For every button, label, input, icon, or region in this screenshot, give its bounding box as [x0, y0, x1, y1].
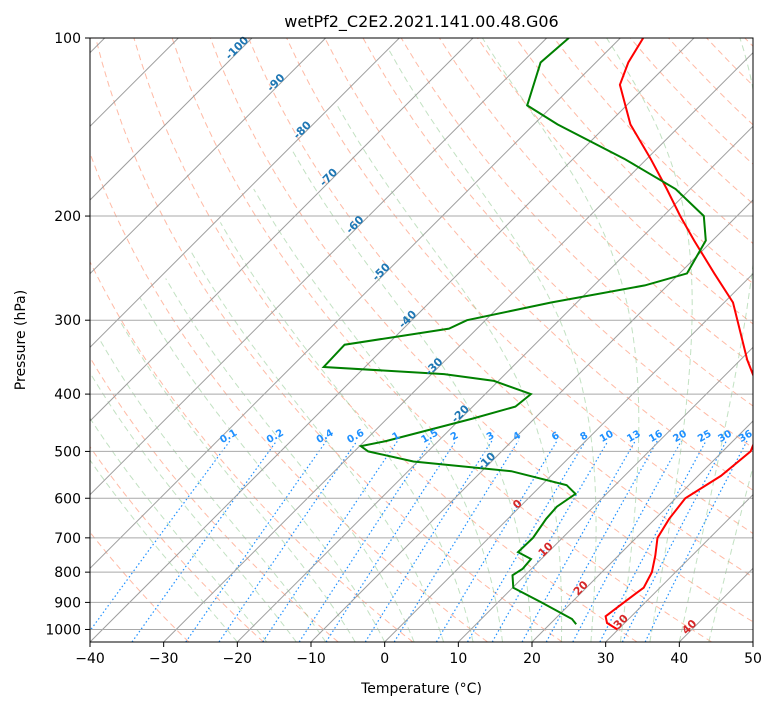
y-tick-label: 100 — [54, 31, 81, 47]
y-tick-label: 900 — [54, 595, 81, 611]
x-tick-label: 40 — [670, 651, 688, 667]
y-tick-label: 1000 — [45, 622, 81, 638]
y-tick-label: 800 — [54, 565, 81, 581]
x-tick-label: −30 — [149, 651, 179, 667]
x-axis-label: Temperature (°C) — [360, 681, 482, 697]
y-axis-label: Pressure (hPa) — [13, 290, 29, 390]
x-tick-label: 0 — [380, 651, 389, 667]
chart-title: wetPf2_C2E2.2021.141.00.48.G06 — [284, 12, 558, 32]
y-tick-label: 700 — [54, 531, 81, 547]
y-tick-label: 600 — [54, 491, 81, 507]
x-tick-label: −40 — [75, 651, 105, 667]
y-tick-label: 300 — [54, 313, 81, 329]
y-tick-label: 400 — [54, 387, 81, 403]
x-tick-label: −20 — [223, 651, 253, 667]
x-tick-label: 10 — [449, 651, 467, 667]
y-tick-label: 200 — [54, 209, 81, 225]
x-tick-label: 30 — [597, 651, 615, 667]
x-tick-label: −10 — [296, 651, 326, 667]
y-tick-label: 500 — [54, 444, 81, 460]
x-tick-label: 20 — [523, 651, 541, 667]
x-tick-label: 50 — [744, 651, 762, 667]
